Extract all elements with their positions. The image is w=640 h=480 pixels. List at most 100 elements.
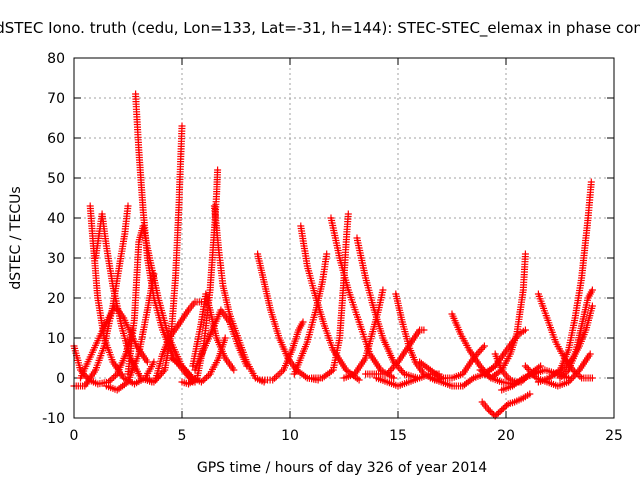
data-point xyxy=(306,265,309,267)
data-point xyxy=(177,209,180,211)
data-point xyxy=(302,321,304,323)
x-tick-label: 20 xyxy=(497,428,515,444)
x-tick-label: 5 xyxy=(178,428,187,444)
data-point xyxy=(392,361,395,363)
data-point xyxy=(232,369,235,371)
data-point xyxy=(556,373,559,375)
data-point xyxy=(146,257,149,259)
data-point xyxy=(105,245,108,247)
data-point xyxy=(278,337,281,339)
data-point xyxy=(364,373,367,375)
data-point xyxy=(101,213,104,215)
data-point xyxy=(217,249,220,251)
y-tick-label: 30 xyxy=(47,251,65,267)
data-point xyxy=(297,329,300,331)
data-point xyxy=(120,325,123,327)
data-point xyxy=(83,385,86,387)
data-point xyxy=(572,369,574,371)
data-point xyxy=(89,205,92,207)
data-point xyxy=(487,409,490,411)
data-point xyxy=(321,281,324,283)
data-point xyxy=(567,369,570,371)
data-point xyxy=(375,377,378,379)
data-point xyxy=(114,305,116,307)
data-point xyxy=(522,289,525,291)
x-tick-label: 25 xyxy=(605,428,623,444)
data-point xyxy=(118,265,121,267)
data-point xyxy=(245,365,248,367)
data-point xyxy=(522,397,525,399)
data-point xyxy=(479,369,482,371)
data-point xyxy=(96,383,99,385)
data-series xyxy=(70,90,596,420)
data-point xyxy=(381,289,384,291)
y-tick-label: 20 xyxy=(47,291,65,307)
data-point xyxy=(213,205,216,207)
data-point xyxy=(468,349,471,351)
data-point xyxy=(345,369,348,371)
data-point xyxy=(191,365,194,367)
data-point xyxy=(137,353,140,355)
data-point xyxy=(200,381,203,383)
data-point xyxy=(237,345,240,347)
data-point xyxy=(543,369,546,371)
data-point xyxy=(202,349,205,351)
data-point xyxy=(127,373,129,375)
data-point xyxy=(386,381,389,383)
data-point xyxy=(107,381,110,383)
data-point xyxy=(392,377,395,379)
series-pass-31 xyxy=(476,250,529,382)
data-point xyxy=(509,353,512,355)
data-point xyxy=(111,285,114,287)
data-point xyxy=(407,345,410,347)
series-pass-38 xyxy=(534,178,595,386)
data-point xyxy=(422,329,425,331)
data-point xyxy=(524,365,527,367)
data-point xyxy=(502,353,505,355)
data-point xyxy=(403,373,406,375)
data-point xyxy=(386,373,389,375)
data-point xyxy=(483,373,486,375)
data-point xyxy=(500,409,503,411)
data-point xyxy=(580,377,583,379)
data-point xyxy=(556,385,559,387)
y-tick-label: -10 xyxy=(42,411,65,427)
data-point xyxy=(94,257,97,259)
data-point xyxy=(574,317,577,319)
data-point xyxy=(92,349,95,351)
y-tick-label: 70 xyxy=(47,91,65,107)
data-point xyxy=(338,337,341,339)
data-point xyxy=(494,353,497,355)
data-point xyxy=(282,369,285,371)
data-point xyxy=(347,213,350,215)
data-point xyxy=(116,389,119,391)
data-point xyxy=(152,361,155,363)
data-point xyxy=(429,369,432,371)
data-point xyxy=(187,309,190,311)
data-point xyxy=(377,309,380,311)
data-point xyxy=(103,337,106,339)
data-point xyxy=(539,365,542,367)
y-tick-label: 50 xyxy=(47,171,65,187)
data-point xyxy=(96,297,99,299)
data-point xyxy=(179,153,182,155)
data-point xyxy=(222,285,224,287)
data-point xyxy=(584,329,587,331)
data-point xyxy=(461,385,464,387)
data-point xyxy=(254,377,257,379)
data-point xyxy=(418,361,421,363)
data-point xyxy=(451,313,453,315)
data-point xyxy=(537,293,540,295)
data-point xyxy=(500,389,503,391)
data-point xyxy=(105,385,108,387)
data-point xyxy=(323,325,326,327)
data-point xyxy=(394,293,397,295)
data-point xyxy=(589,353,592,355)
data-point xyxy=(258,379,261,381)
data-point xyxy=(353,373,356,375)
data-point xyxy=(511,385,514,387)
data-point xyxy=(381,337,384,339)
data-point xyxy=(79,377,82,379)
data-point xyxy=(146,309,149,311)
